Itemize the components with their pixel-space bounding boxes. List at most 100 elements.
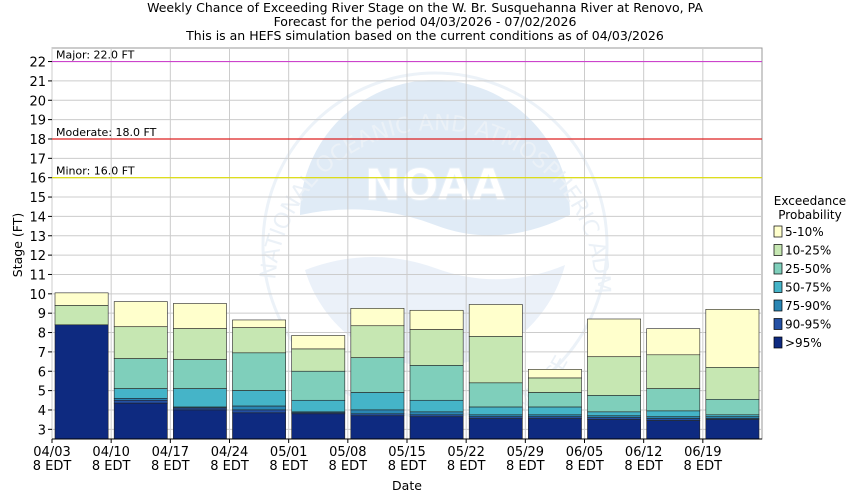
bar-segment-5-10	[528, 369, 582, 379]
x-tick-date: 04/17	[152, 445, 189, 460]
legend-swatch	[773, 299, 783, 312]
y-tick-label: 19	[29, 114, 46, 129]
bar-segment-10-25	[350, 325, 405, 359]
bar-segment-95	[587, 419, 641, 440]
x-tick-date: 05/15	[388, 445, 425, 460]
y-axis-title: Stage (FT)	[10, 213, 25, 277]
bar-segment-75-90	[409, 411, 464, 416]
y-tick-label: 20	[29, 94, 46, 109]
x-tick-time: 8 EDT	[329, 459, 368, 474]
bar-segment-5-10	[350, 308, 405, 327]
legend-swatch	[773, 244, 783, 256]
y-tick-label: 13	[29, 230, 46, 245]
bar-segment-95	[291, 413, 346, 440]
legend-swatch	[773, 318, 783, 330]
x-tick-date: 06/05	[566, 445, 603, 460]
x-tick-date: 06/19	[684, 445, 721, 460]
bar-segment-95	[468, 418, 523, 440]
bar-segment-5-10	[113, 301, 168, 328]
bar-segment-25-50	[646, 388, 701, 412]
x-tick-time: 8 EDT	[624, 459, 663, 474]
chart-subtitle-period: Forecast for the period 04/03/2026 - 07/…	[274, 14, 577, 29]
legend-label: 5-10%	[785, 225, 824, 239]
bar-segment-25-50	[705, 399, 760, 416]
legend-title-line1: Exceedance	[774, 194, 846, 208]
flood-label-0: Major: 22.0 FT	[56, 49, 135, 62]
bar-segment-5-10	[232, 319, 286, 329]
y-tick-label: 22	[29, 56, 46, 71]
x-tick-time: 8 EDT	[447, 459, 486, 474]
bar-segment-95	[173, 409, 227, 440]
week-bar-06-05	[587, 318, 641, 440]
bar-segment-75-90	[350, 409, 405, 415]
legend-label: 90-95%	[785, 318, 831, 332]
bar-segment-95	[705, 419, 760, 440]
bar-segment-95	[646, 420, 701, 440]
x-tick-date: 05/22	[447, 445, 484, 460]
bar-segment-10-25	[587, 356, 641, 396]
legend-swatch	[773, 262, 783, 275]
bar-segment-10-25	[468, 336, 523, 384]
bar-segment-95	[232, 412, 286, 440]
legend-label: 50-75%	[785, 281, 831, 295]
bar-segment-5-10	[587, 318, 641, 358]
flood-label-1: Moderate: 18.0 FT	[56, 126, 157, 139]
bar-segment-10-25	[646, 354, 701, 389]
x-tick-time: 8 EDT	[92, 459, 131, 474]
legend-swatch	[773, 336, 783, 349]
legend-label: 75-90%	[785, 299, 831, 313]
bar-segment-50-75	[587, 411, 641, 417]
x-tick-date: 05/08	[329, 445, 366, 460]
bar-segment-50-75	[409, 399, 464, 413]
y-tick-label: 21	[29, 75, 46, 90]
x-tick-time: 8 EDT	[565, 459, 604, 474]
y-tick-label: 6	[38, 365, 46, 380]
legend: Exceedance Probability 5-10% 10-25% 25-50%…	[773, 194, 846, 350]
y-tick-label: 18	[29, 133, 46, 148]
bar-segment-95	[54, 324, 109, 440]
bar-segment-95	[409, 416, 464, 440]
bar-segment-25-50	[587, 395, 641, 413]
legend-label: 10-25%	[785, 244, 831, 258]
y-tick-label: 15	[29, 191, 46, 206]
y-tick-label: 7	[38, 346, 46, 361]
x-tick-time: 8 EDT	[684, 459, 723, 474]
bar-segment-25-50	[113, 358, 168, 389]
bar-segment-50-75	[291, 399, 346, 413]
legend-label: 25-50%	[785, 262, 831, 276]
bar-segment-10-25	[528, 377, 582, 393]
week-bar-04-24	[232, 319, 286, 440]
bar-segment-10-25	[54, 305, 109, 326]
bar-segment-50-75	[468, 406, 523, 416]
week-bar-04-03	[54, 292, 109, 440]
bar-segment-5-10	[291, 335, 346, 350]
week-bar-05-01	[291, 335, 346, 440]
y-tick-label: 4	[38, 404, 46, 419]
bar-segment-10-25	[705, 367, 760, 400]
bar-segment-5-10	[54, 292, 109, 306]
bar-segment-50-75	[350, 392, 405, 411]
bar-segment-50-75	[113, 388, 168, 399]
bar-segment-10-25	[291, 348, 346, 372]
x-tick-time: 8 EDT	[33, 459, 72, 474]
week-bar-05-22	[468, 304, 523, 440]
y-tick-label: 14	[29, 210, 46, 225]
chart-subtitle-simulation: This is an HEFS simulation based on the …	[185, 28, 664, 43]
bar-segment-10-25	[173, 328, 227, 360]
y-tick-label: 17	[29, 152, 46, 167]
x-tick-time: 8 EDT	[388, 459, 427, 474]
bar-segment-5-10	[646, 328, 701, 356]
x-tick-time: 8 EDT	[210, 459, 249, 474]
legend-label: >95%	[785, 336, 822, 350]
week-bar-05-15	[409, 309, 464, 440]
bar-segment-95	[528, 418, 582, 440]
week-bar-06-19	[705, 309, 760, 440]
bars-group	[54, 292, 760, 440]
chart-title: Weekly Chance of Exceeding River Stage o…	[147, 0, 703, 15]
y-tick-label: 9	[38, 307, 46, 322]
legend-items: 5-10% 10-25% 25-50% 50-75% 75-90% 90-95% >95%	[773, 225, 831, 350]
bar-segment-25-50	[291, 370, 346, 401]
bar-segment-95	[350, 415, 405, 440]
x-tick-date: 04/10	[92, 445, 129, 460]
y-tick-label: 5	[38, 385, 46, 400]
